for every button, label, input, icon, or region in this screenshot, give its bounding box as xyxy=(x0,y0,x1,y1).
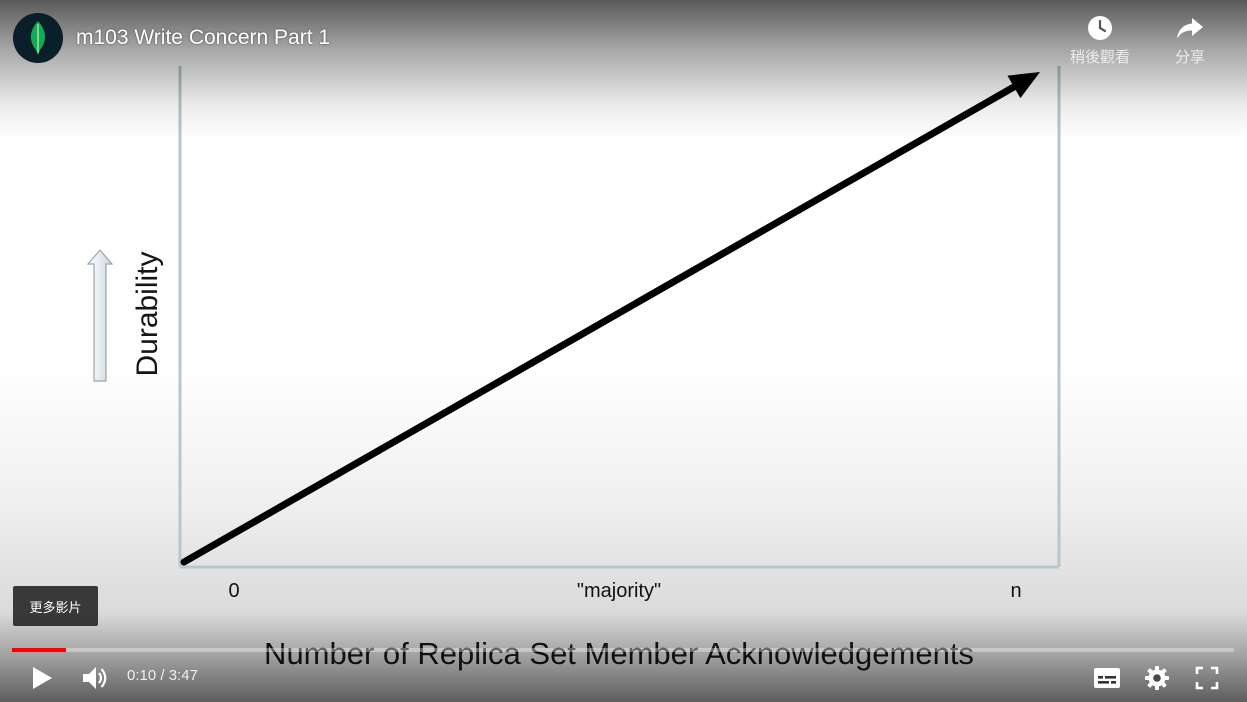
duration: 3:47 xyxy=(168,667,198,684)
volume-icon xyxy=(83,667,107,689)
progress-bar[interactable] xyxy=(12,648,1234,652)
subtitles-icon xyxy=(1094,668,1120,688)
share-arrow-icon xyxy=(1177,18,1203,39)
volume-button[interactable] xyxy=(76,660,114,696)
gear-icon xyxy=(1145,666,1169,690)
play-icon xyxy=(33,667,52,689)
watch-later-label: 稍後觀看 xyxy=(1069,48,1130,66)
y-axis-title: Durability xyxy=(131,251,164,377)
channel-avatar[interactable] xyxy=(13,13,63,63)
share-label: 分享 xyxy=(1174,48,1205,66)
subtitles-button[interactable] xyxy=(1089,660,1125,696)
watch-later-button[interactable]: 稍後觀看 xyxy=(1055,14,1145,67)
video-title[interactable]: m103 Write Concern Part 1 xyxy=(76,26,331,49)
x-tick-label: "majority" xyxy=(576,580,662,602)
play-button[interactable] xyxy=(24,660,60,696)
x-tick-label: 0 xyxy=(228,580,240,602)
time-display: 0:10 / 3:47 xyxy=(127,667,198,684)
share-button[interactable]: 分享 xyxy=(1145,14,1235,67)
mongodb-leaf-icon xyxy=(30,21,46,55)
fullscreen-button[interactable] xyxy=(1189,660,1225,696)
up-arrow-icon xyxy=(86,249,114,382)
durability-trend-line xyxy=(180,81,1021,566)
fullscreen-icon xyxy=(1195,666,1219,690)
progress-played xyxy=(12,648,66,652)
x-tick-label: n xyxy=(1010,580,1022,602)
current-time: 0:10 xyxy=(127,667,157,684)
x-axis-title: Number of Replica Set Member Acknowledge… xyxy=(264,636,974,671)
more-videos-button[interactable]: 更多影片 xyxy=(13,586,98,626)
settings-button[interactable] xyxy=(1139,660,1175,696)
time-separator: / xyxy=(156,667,169,684)
clock-icon xyxy=(1088,16,1112,40)
